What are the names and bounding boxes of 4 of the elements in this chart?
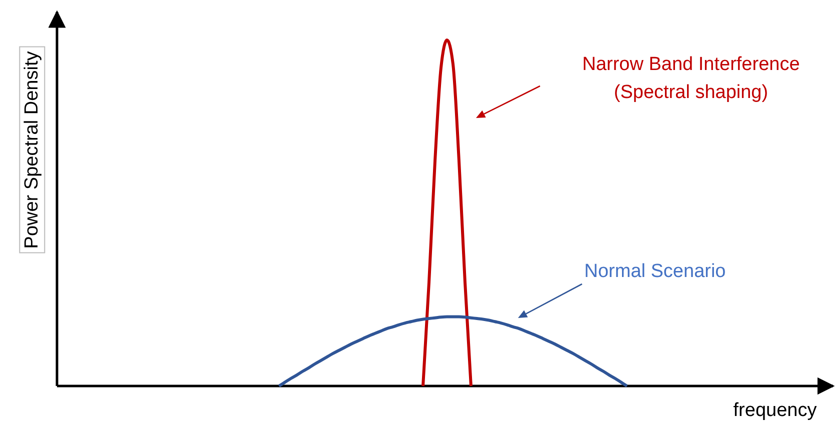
annotation: Normal Scenario [584,261,726,282]
y-axis-title: Power Spectral Density [22,50,43,249]
x-axis-title: frequency [733,400,818,421]
annotation: Narrow Band Interference (Spectral shaping) [582,54,800,103]
